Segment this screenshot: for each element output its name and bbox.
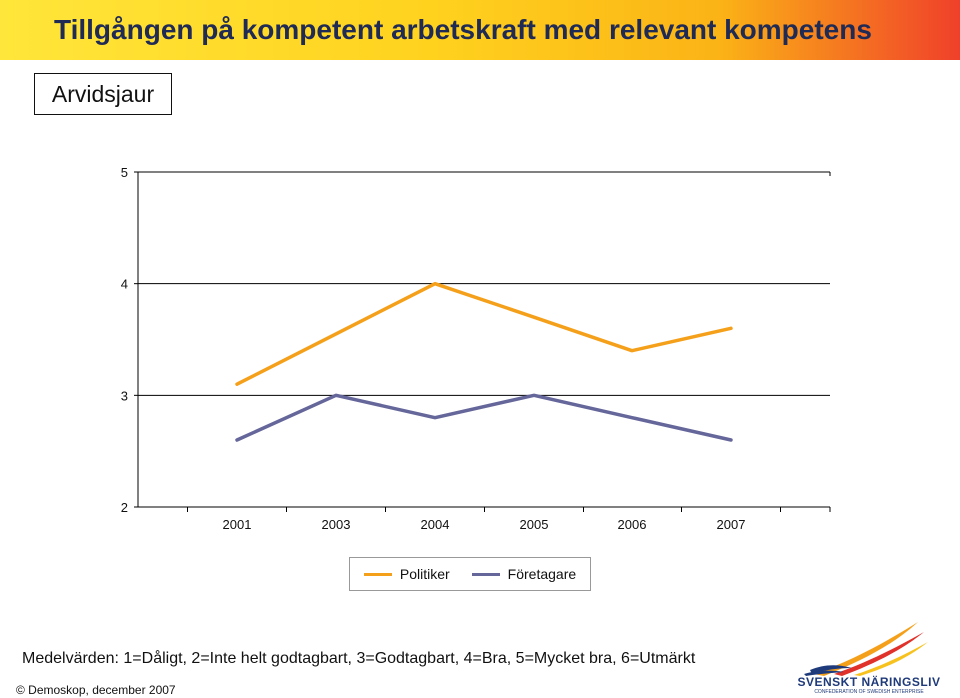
chart-axes [134, 171, 831, 512]
x-tick-label-2006: 2006 [618, 517, 647, 532]
page-title: Tillgången på kompetent arbetskraft med … [54, 14, 872, 45]
x-tick-label-2004: 2004 [421, 517, 450, 532]
y-tick-label-5: 5 [121, 165, 128, 180]
y-tick-label-3: 3 [121, 388, 128, 403]
legend-swatch-foretagare [471, 572, 500, 576]
scale-footnote: Medelvärden: 1=Dåligt, 2=Inte helt godta… [22, 650, 696, 667]
x-tick-labels: 2001 2003 2004 2005 2006 2007 [223, 517, 746, 532]
line-chart: 2 3 4 5 2001 2003 2004 2005 2006 2007 [121, 165, 831, 532]
x-tick-label-2001: 2001 [223, 517, 252, 532]
logo-subtitle: CONFEDERATION OF SWEDISH ENTERPRISE [814, 689, 924, 695]
copyright-note: © Demoskop, december 2007 [16, 683, 176, 697]
y-tick-labels: 2 3 4 5 [121, 165, 128, 515]
x-tick-label-2005: 2005 [520, 517, 549, 532]
legend-item-politiker: Politiker [363, 566, 450, 582]
title-bar: Tillgången på kompetent arbetskraft med … [0, 0, 960, 60]
y-tick-label-2: 2 [121, 500, 128, 515]
series-lines [235, 281, 733, 442]
legend-item-foretagare: Företagare [471, 566, 577, 582]
logo-flame-icon [804, 622, 928, 676]
y-tick-label-4: 4 [121, 277, 128, 292]
region-label: Arvidsjaur [34, 73, 172, 115]
series-line-foretagare [235, 393, 733, 442]
logo-name: SVENSKT NÄRINGSLIV [797, 675, 941, 689]
legend-label-politiker: Politiker [399, 566, 450, 582]
x-tick-label-2007: 2007 [717, 517, 746, 532]
series-line-politiker [235, 281, 733, 386]
legend-swatch-politiker [363, 572, 392, 576]
x-tick-label-2003: 2003 [322, 517, 351, 532]
svenskt-naringsliv-logo: SVENSKT NÄRINGSLIV CONFEDERATION OF SWED… [794, 620, 944, 695]
chart-legend: Politiker Företagare [349, 557, 591, 591]
legend-label-foretagare: Företagare [507, 566, 577, 582]
